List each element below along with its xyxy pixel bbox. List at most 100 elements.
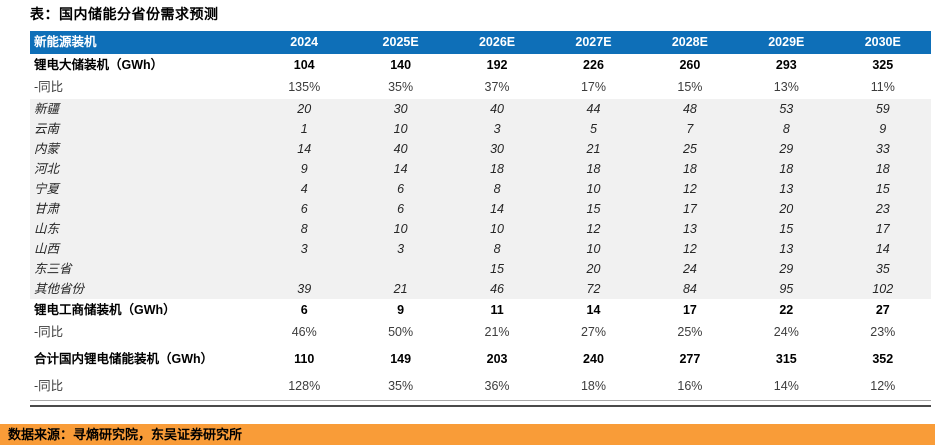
cell-value: 27 (875, 303, 890, 317)
cell-value: 12% (834, 373, 931, 401)
data-source-bar: 数据来源：寻熵研究院，东吴证券研究所 (0, 424, 935, 445)
cell-value: 10 (352, 219, 449, 239)
table-row: 内蒙 14 40 30 21 25 29 33 (30, 139, 931, 159)
cell-value: 17 (641, 199, 739, 219)
cell-value: 18 (738, 159, 835, 179)
cell-value: 325 (872, 58, 894, 72)
cell-value: 5 (545, 119, 642, 139)
table-row: 山东 8 10 10 12 13 15 17 (30, 219, 931, 239)
cell-value: 18 (641, 159, 739, 179)
table-header-row: 新能源装机 2024 2025E 2026E 2027E 2028E 2029E 2030E (30, 31, 931, 54)
cell-value: 135% (288, 80, 321, 94)
cell-value: 44 (545, 99, 642, 119)
cell-value: 6 (300, 303, 308, 317)
cell-value: 17% (580, 80, 606, 94)
cell-value: 50% (388, 325, 414, 339)
cell-value (352, 259, 449, 279)
table-header: 新能源装机 2024 2025E 2026E 2027E 2028E 2029E 2030E (30, 31, 931, 54)
cell-value: 277 (679, 352, 701, 366)
cell-value: 14 (834, 239, 931, 259)
cell-value: 352 (872, 352, 894, 366)
cell-value: 46 (448, 279, 546, 299)
table-row: 云南 1 10 3 5 7 8 9 (30, 119, 931, 139)
row-label: 新疆 (30, 99, 256, 119)
row-label: 甘肃 (30, 199, 256, 219)
cell-value: 16% (641, 373, 739, 401)
table-row: 锂电工商储装机（GWh） 6 9 11 14 17 22 27 (30, 299, 931, 322)
cell-value: 8 (448, 239, 546, 259)
cell-value: 46% (291, 325, 317, 339)
cell-value: 226 (583, 58, 604, 72)
cell-value: 53 (738, 99, 835, 119)
cell-value: 8 (256, 219, 353, 239)
row-label: 东三省 (30, 259, 256, 279)
cell-value: 6 (352, 199, 449, 219)
cell-value: 3 (352, 239, 449, 259)
column-header-year: 2027E (545, 31, 642, 54)
cell-value: 30 (448, 139, 546, 159)
cell-value: 3 (256, 239, 353, 259)
table-row: -同比 128% 35% 36% 18% 16% 14% 12% (30, 373, 931, 401)
cell-value: 14% (738, 373, 835, 401)
cell-value: 29 (738, 139, 835, 159)
cell-value: 15% (677, 80, 703, 94)
cell-value: 8 (448, 179, 546, 199)
row-label: -同比 (30, 373, 256, 401)
cell-value: 110 (294, 352, 315, 366)
row-label: 山西 (30, 239, 256, 259)
cell-value: 27% (580, 325, 606, 339)
cell-value: 14 (256, 139, 353, 159)
cell-value: 10 (545, 179, 642, 199)
cell-value: 18 (834, 159, 931, 179)
cell-value: 48 (641, 99, 739, 119)
cell-value: 21% (484, 325, 510, 339)
column-header-label: 新能源装机 (30, 31, 256, 54)
cell-value: 10 (448, 219, 546, 239)
cell-value: 149 (390, 352, 412, 366)
cell-value: 315 (775, 352, 797, 366)
cell-value: 20 (256, 99, 353, 119)
cell-value: 3 (448, 119, 546, 139)
cell-value: 59 (834, 99, 931, 119)
cell-value: 35 (834, 259, 931, 279)
column-header-year: 2030E (834, 31, 931, 54)
cell-value: 22 (779, 303, 794, 317)
cell-value: 40 (352, 139, 449, 159)
row-label: 云南 (30, 119, 256, 139)
table-row: -同比 135% 35% 37% 17% 15% 13% 11% (30, 77, 931, 99)
cell-value: 10 (545, 239, 642, 259)
cell-value: 192 (486, 58, 508, 72)
cell-value: 15 (834, 179, 931, 199)
cell-value: 4 (256, 179, 353, 199)
table-bottom-border (30, 405, 931, 407)
cell-value: 40 (448, 99, 546, 119)
cell-value: 21 (352, 279, 449, 299)
cell-value: 15 (738, 219, 835, 239)
table-row: 山西 3 3 8 10 12 13 14 (30, 239, 931, 259)
cell-value: 12 (545, 219, 642, 239)
cell-value: 140 (390, 58, 412, 72)
cell-value: 18 (545, 159, 642, 179)
cell-value: 20 (545, 259, 642, 279)
cell-value: 11% (870, 80, 895, 94)
cell-value: 17 (682, 303, 697, 317)
column-header-year: 2028E (641, 31, 739, 54)
cell-value: 15 (448, 259, 546, 279)
cell-value: 95 (738, 279, 835, 299)
cell-value: 12 (641, 239, 739, 259)
cell-value: 18 (448, 159, 546, 179)
cell-value: 14 (586, 303, 601, 317)
cell-value: 9 (397, 303, 405, 317)
row-label: 河北 (30, 159, 256, 179)
cell-value: 24% (773, 325, 799, 339)
table-row: -同比 46% 50% 21% 27% 25% 24% 23% (30, 322, 931, 344)
cell-value: 17 (834, 219, 931, 239)
cell-value: 35% (388, 80, 414, 94)
row-label: 合计国内锂电储能装机（GWh） (34, 352, 214, 366)
cell-value: 102 (834, 279, 931, 299)
cell-value: 35% (352, 373, 449, 401)
cell-value: 6 (352, 179, 449, 199)
cell-value: 30 (352, 99, 449, 119)
cell-value: 293 (775, 58, 797, 72)
cell-value: 13 (738, 179, 835, 199)
